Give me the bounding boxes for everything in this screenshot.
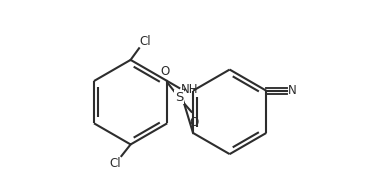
Text: Cl: Cl [139,35,151,48]
Text: S: S [175,91,183,104]
Text: NH: NH [181,83,198,96]
Text: O: O [189,116,199,129]
Text: Cl: Cl [109,157,121,170]
Text: O: O [160,65,170,78]
Text: N: N [288,84,296,97]
